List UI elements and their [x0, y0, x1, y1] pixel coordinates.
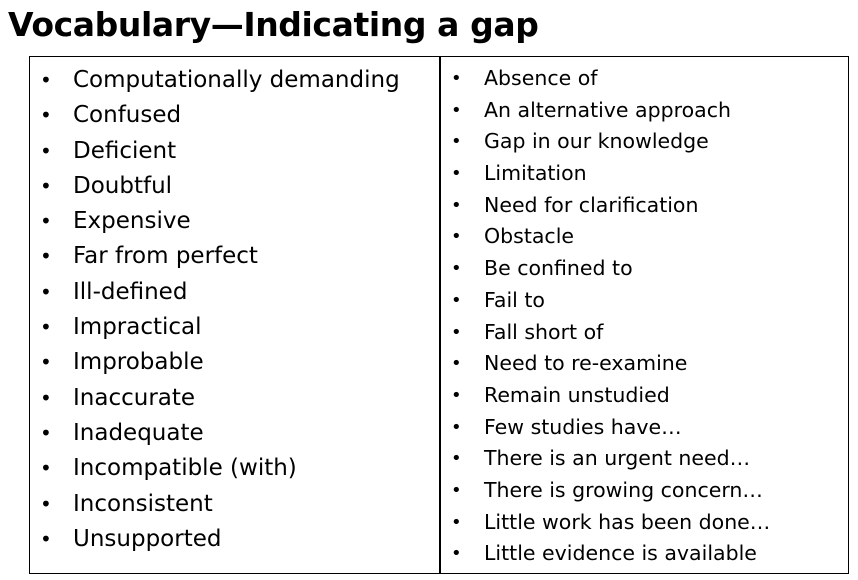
bullet-icon: • — [451, 448, 462, 470]
bullet-icon: • — [451, 416, 462, 438]
bullet-icon: • — [451, 163, 462, 185]
list-item-text: Obstacle — [484, 224, 575, 249]
bullet-icon: • — [40, 209, 52, 234]
list-item-text: Ill-defined — [73, 278, 188, 305]
bullet-icon: • — [451, 321, 462, 343]
list-item-text: Unsupported — [73, 525, 222, 552]
bullet-icon: • — [451, 479, 462, 501]
bullet-icon: • — [40, 491, 52, 516]
list-item-text: An alternative approach — [484, 97, 731, 122]
bullet-icon: • — [40, 68, 52, 92]
list-item-text: Deficient — [73, 137, 177, 164]
bullet-icon: • — [40, 315, 52, 340]
bullet-icon: • — [40, 279, 52, 304]
bullet-icon: • — [40, 350, 52, 375]
bullet-icon: • — [451, 194, 462, 216]
list-item-text: Doubtful — [73, 172, 173, 199]
bullet-icon: • — [451, 511, 462, 533]
list-item-text: Little work has been done… — [484, 509, 771, 534]
bullet-icon: • — [451, 353, 462, 375]
list-item-text: Improbable — [73, 349, 204, 376]
list-item-text: There is growing concern… — [484, 477, 763, 502]
list-item-text: Need for clarification — [484, 192, 699, 217]
list-item-text: Fall short of — [484, 319, 604, 344]
list-item-text: Absence of — [484, 66, 598, 90]
list-item-text: Expensive — [73, 208, 191, 235]
list-item-text: Need to re-examine — [484, 351, 688, 376]
list-item-text: Fail to — [484, 287, 545, 312]
bullet-icon: • — [451, 289, 462, 311]
bullet-icon: • — [40, 103, 52, 128]
bullet-icon: • — [451, 543, 462, 565]
bullet-icon: • — [40, 385, 52, 410]
list-item-text: Remain unstudied — [484, 382, 670, 407]
bullet-icon: • — [40, 420, 52, 445]
list-item-text: Confused — [73, 102, 182, 129]
vocabulary-table: • Computationally demanding • Confused • De… — [29, 56, 849, 574]
list-item-text: Incompatible (with) — [73, 455, 297, 482]
list-item-text: Be confined to — [484, 256, 633, 281]
list-item-text: Inaccurate — [73, 384, 196, 411]
list-item-text: Little evidence is available — [484, 541, 757, 566]
list-item-text: Limitation — [484, 161, 587, 186]
bullet-icon: • — [451, 258, 462, 280]
list-item-text: Computationally demanding — [73, 67, 400, 93]
list-item-text: Gap in our knowledge — [484, 129, 709, 154]
list-item-text: Inadequate — [73, 419, 204, 446]
bullet-icon: • — [40, 138, 52, 163]
bullet-icon: • — [451, 384, 462, 406]
list-item-text: There is an urgent need… — [484, 446, 751, 471]
bullet-icon: • — [40, 456, 52, 481]
bullet-icon: • — [451, 226, 462, 248]
bullet-icon: • — [451, 99, 462, 121]
bullet-icon: • — [40, 526, 52, 551]
bullet-icon: • — [40, 244, 52, 269]
list-item-text: Far from perfect — [73, 243, 258, 270]
list-item-text: Inconsistent — [73, 490, 213, 517]
bullet-icon: • — [451, 131, 462, 153]
column-divider — [439, 57, 441, 573]
list-item-text: Impractical — [73, 314, 202, 341]
bullet-icon: • — [451, 68, 462, 89]
bullet-icon: • — [40, 173, 52, 198]
list-item-text: Few studies have… — [484, 414, 682, 439]
page-title: Vocabulary—Indicating a gap — [8, 5, 539, 44]
